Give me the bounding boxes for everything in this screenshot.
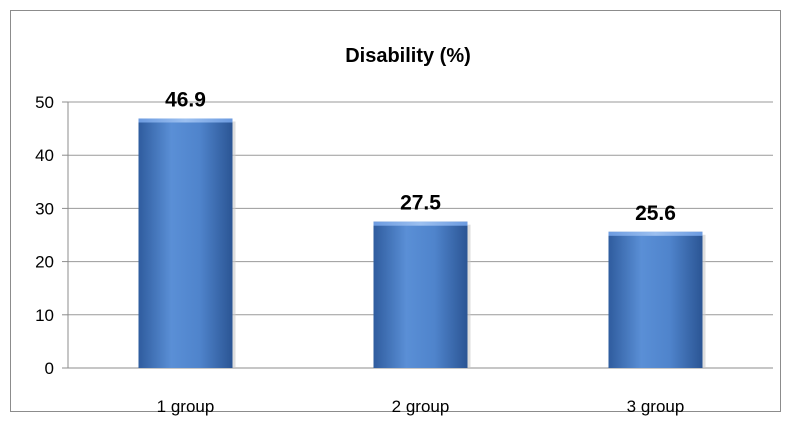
y-tick-label: 0: [45, 359, 54, 378]
y-tick-label: 20: [35, 253, 54, 272]
y-axis-ticks: 0 10 20 30 40 50: [35, 93, 54, 378]
bar: [138, 118, 236, 368]
x-tick-label: 1 group: [157, 397, 215, 416]
bar-top-highlight: [373, 221, 468, 226]
data-labels: 46.9 27.5 25.6: [165, 88, 676, 224]
bars: [138, 118, 706, 368]
bar-body: [608, 231, 703, 368]
data-label: 27.5: [400, 192, 441, 215]
x-tick-label: 2 group: [392, 397, 450, 416]
y-tick-label: 40: [35, 146, 54, 165]
bar: [608, 231, 706, 368]
bar-body: [373, 221, 468, 368]
x-axis-ticks: 1 group 2 group 3 group: [157, 397, 685, 416]
bar-top-highlight: [138, 118, 233, 123]
bar-top-highlight: [608, 231, 703, 236]
y-tick-label: 50: [35, 93, 54, 112]
data-label: 46.9: [165, 88, 206, 111]
bar-body: [138, 118, 233, 368]
chart-title: Disability (%): [345, 45, 471, 67]
y-tick-label: 10: [35, 306, 54, 325]
y-tick-label: 30: [35, 199, 54, 218]
data-label: 25.6: [635, 202, 676, 225]
bar: [373, 221, 471, 368]
x-tick-label: 3 group: [627, 397, 685, 416]
